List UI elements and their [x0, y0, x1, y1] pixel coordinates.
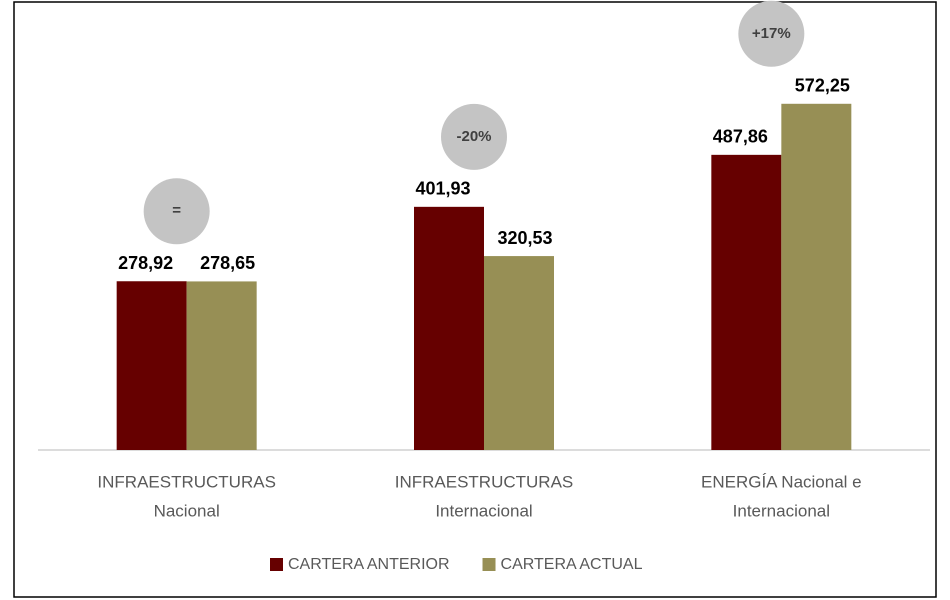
- legend-label: CARTERA ANTERIOR: [288, 556, 450, 573]
- bar: [484, 256, 554, 450]
- bar: [116, 281, 187, 450]
- x-tick-label: ENERGÍA Nacional e: [701, 472, 862, 491]
- x-tick-label: Nacional: [154, 501, 220, 520]
- annotation: -20%: [456, 128, 491, 145]
- x-tick-label: Internacional: [435, 501, 532, 520]
- bar: [186, 281, 257, 450]
- bar: [414, 206, 484, 450]
- annotation: =: [172, 202, 181, 219]
- annotation-bubble: [143, 178, 210, 245]
- legend-swatch: [482, 558, 496, 571]
- value-label: 278,92: [118, 253, 173, 273]
- value-label: 278,65: [200, 253, 255, 273]
- legend-swatch: [270, 558, 283, 571]
- annotation-bubble: [738, 0, 805, 67]
- value-label: 572,25: [795, 76, 850, 96]
- value-label: 401,93: [415, 179, 470, 199]
- bar: [711, 154, 782, 450]
- bar: [781, 103, 852, 450]
- annotation: +17%: [752, 25, 791, 42]
- value-label: 487,86: [713, 127, 768, 147]
- legend-label: CARTERA ACTUAL: [501, 556, 643, 573]
- x-tick-label: INFRAESTRUCTURAS: [395, 472, 574, 491]
- annotation-bubble: [441, 103, 507, 170]
- x-tick-label: Internacional: [733, 501, 830, 520]
- value-label: 320,53: [497, 228, 552, 248]
- x-tick-label: INFRAESTRUCTURAS: [97, 472, 276, 491]
